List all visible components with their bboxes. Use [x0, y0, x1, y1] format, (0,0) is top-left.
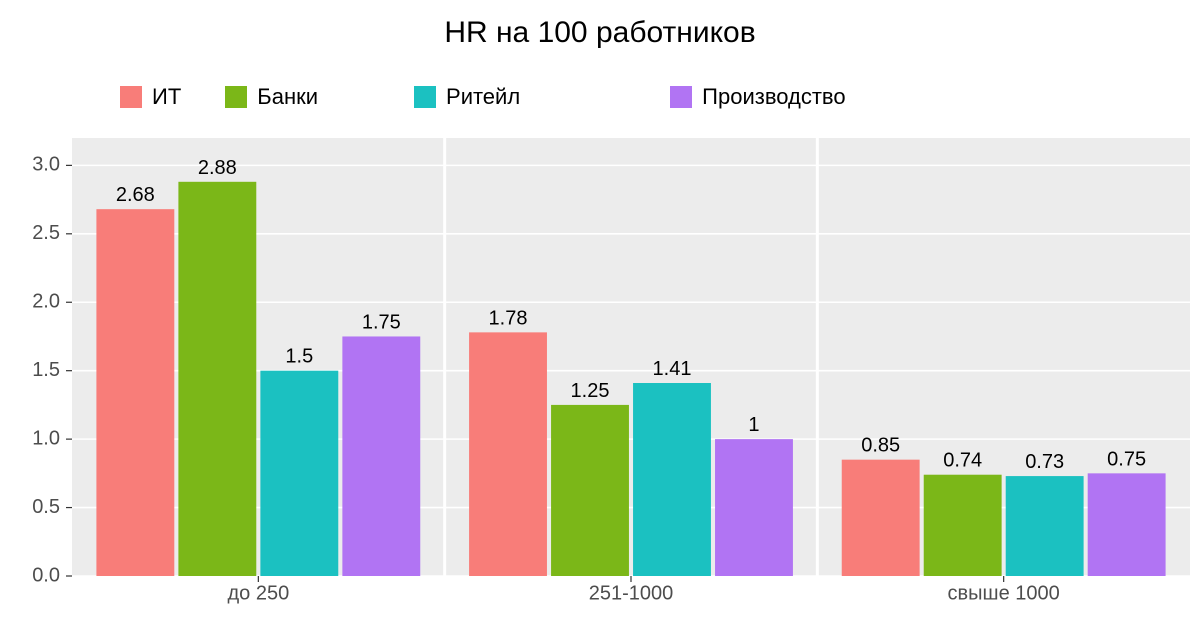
y-tick-label: 0.5 — [32, 496, 60, 518]
bar-value-label: 2.68 — [116, 184, 155, 206]
y-tick-label: 1.5 — [32, 359, 60, 381]
legend-swatch — [120, 86, 142, 108]
bar-value-label: 0.73 — [1025, 451, 1064, 473]
bar-value-label: 2.88 — [198, 157, 237, 179]
bar-value-label: 0.75 — [1107, 448, 1146, 470]
bar-value-label: 1.41 — [653, 358, 692, 380]
legend-label: ИТ — [152, 84, 181, 110]
bar — [1088, 473, 1166, 576]
bar — [633, 383, 711, 576]
bar — [1006, 476, 1084, 576]
bar — [924, 475, 1002, 576]
bar-chart-svg: 0.0 0.5 1.0 1.5 2.0 2.5 3.0 2.68 2.88 1.5 1.75 1.78… — [0, 138, 1200, 626]
bar-value-label: 1.25 — [571, 380, 610, 402]
bar-value-label: 0.74 — [943, 450, 982, 472]
bar — [469, 332, 547, 576]
legend-label: Производство — [702, 84, 845, 110]
legend-label: Банки — [257, 84, 318, 110]
legend-item: ИТ — [120, 84, 181, 110]
y-tick-label: 2.0 — [32, 291, 60, 313]
legend-item: Ритейл — [414, 84, 520, 110]
bar — [551, 405, 629, 576]
chart-legend: ИТ Банки Ритейл Производство — [0, 66, 1200, 138]
x-tick-label: до 250 — [227, 583, 289, 605]
legend-swatch — [670, 86, 692, 108]
legend-item: Производство — [670, 84, 845, 110]
bar — [842, 460, 920, 576]
legend-label: Ритейл — [446, 84, 520, 110]
legend-swatch — [225, 86, 247, 108]
bar-value-label: 1.78 — [489, 307, 528, 329]
bar — [715, 439, 793, 576]
legend-swatch — [414, 86, 436, 108]
legend-item: Банки — [225, 84, 318, 110]
x-tick-label: 251-1000 — [589, 583, 674, 605]
y-tick-label: 2.5 — [32, 222, 60, 244]
y-tick-label: 0.0 — [32, 564, 60, 586]
y-tick-label: 1.0 — [32, 427, 60, 449]
y-tick-label: 3.0 — [32, 154, 60, 176]
bar — [260, 371, 338, 576]
bar — [178, 182, 256, 576]
bar — [342, 336, 420, 576]
chart-plot-area: 0.0 0.5 1.0 1.5 2.0 2.5 3.0 2.68 2.88 1.5 1.75 1.78… — [0, 138, 1200, 626]
bar — [96, 209, 174, 576]
bar-value-label: 1.75 — [362, 311, 401, 333]
chart-title: HR на 100 работников — [0, 0, 1200, 66]
bar-value-label: 1.5 — [285, 346, 313, 368]
bar-value-label: 1 — [748, 414, 759, 436]
x-tick-label: свыше 1000 — [948, 583, 1060, 605]
bar-value-label: 0.85 — [861, 435, 900, 457]
